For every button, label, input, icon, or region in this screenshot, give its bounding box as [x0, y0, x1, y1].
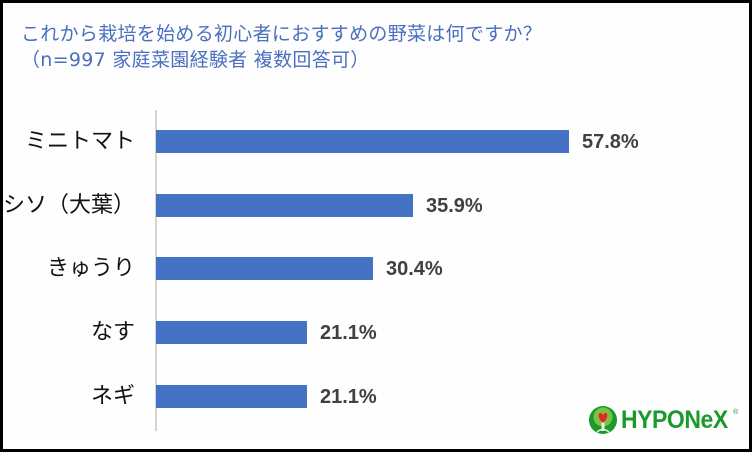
category-label: ネギ — [90, 384, 135, 409]
category-label: なす — [90, 320, 135, 345]
chart-title: これから栽培を始める初心者におすすめの野菜は何ですか？ （n=997 家庭菜園経… — [21, 21, 542, 73]
category-label: シソ（大葉） — [2, 193, 135, 218]
bar-row-shiso: シソ（大葉） 35.9% — [2, 193, 749, 218]
bar-row-cucumber: きゅうり 30.4% — [3, 256, 749, 281]
registered-mark: ® — [732, 409, 739, 416]
hyponex-logo: HYPONeX ® — [588, 403, 738, 437]
value-label: 57.8% — [582, 131, 639, 153]
value-label: 35.9% — [426, 195, 483, 217]
value-label: 21.1% — [320, 322, 377, 344]
chart-frame: これから栽培を始める初心者におすすめの野菜は何ですか？ （n=997 家庭菜園経… — [3, 3, 749, 449]
bar — [156, 385, 307, 408]
chart-subtitle: （n=997 家庭菜園経験者 複数回答可） — [21, 49, 370, 71]
logo-text: HYPONeX — [621, 405, 728, 434]
bar-row-mini-tomato: ミニトマト 57.8% — [3, 129, 749, 154]
bar-row-eggplant: なす 21.1% — [3, 320, 749, 345]
bar — [156, 321, 307, 344]
bar — [156, 257, 373, 280]
category-label: きゅうり — [46, 256, 135, 281]
bar — [156, 194, 413, 217]
value-label: 21.1% — [320, 386, 377, 408]
bar — [156, 130, 569, 153]
chart-title-line1: これから栽培を始める初心者におすすめの野菜は何ですか？ — [21, 23, 543, 45]
bar-row-green-onion: ネギ 21.1% — [3, 384, 749, 409]
value-label: 30.4% — [386, 258, 443, 280]
category-label: ミニトマト — [24, 129, 135, 154]
tree-heart-icon — [589, 406, 617, 434]
